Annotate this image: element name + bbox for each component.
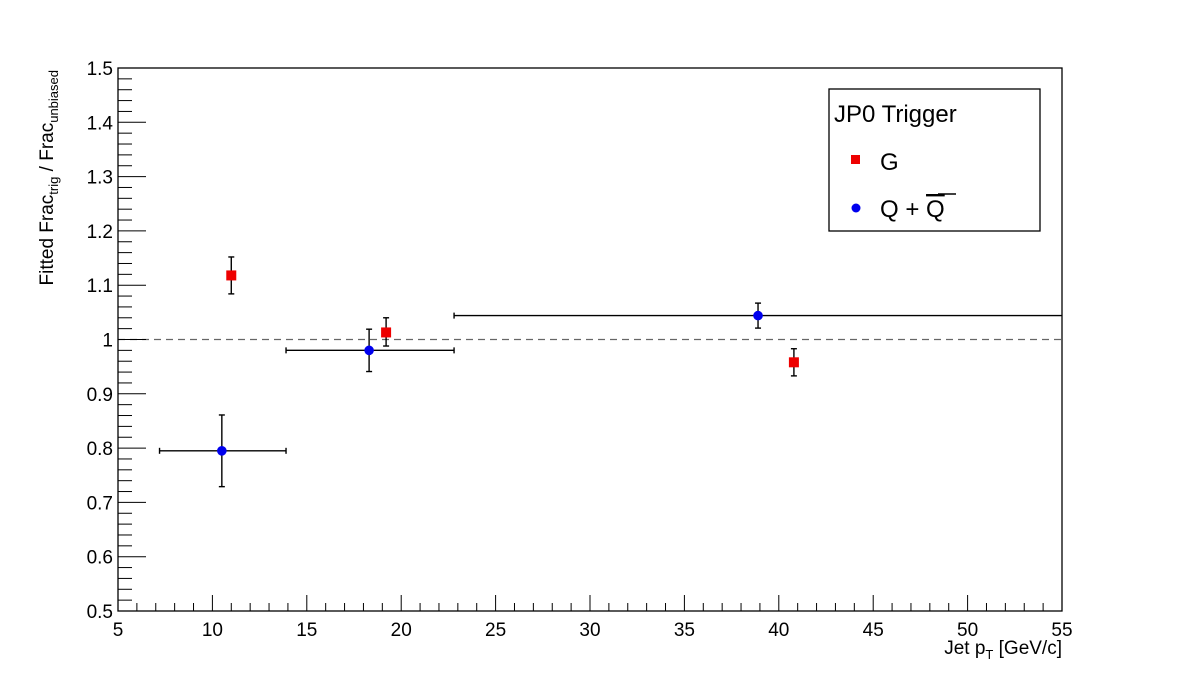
x-tick-label: 40 bbox=[768, 620, 789, 641]
data-point bbox=[453, 302, 1062, 329]
legend-title: JP0 Trigger bbox=[834, 101, 957, 128]
legend-box bbox=[828, 88, 1041, 232]
data-point bbox=[226, 256, 237, 295]
data-point bbox=[381, 317, 392, 347]
y-tick-label: 0.6 bbox=[87, 548, 113, 569]
legend: JP0 Trigger G Q + Q bbox=[828, 88, 1041, 232]
data-point bbox=[285, 328, 455, 373]
y-tick-label: 1.1 bbox=[87, 276, 113, 297]
y-axis-title: Fitted Fractrig / Fracunbiased bbox=[37, 70, 61, 286]
x-tick-label: 45 bbox=[863, 620, 884, 641]
x-tick-label: 20 bbox=[391, 620, 412, 641]
y-tick-label: 1.2 bbox=[87, 222, 113, 243]
marker-circle bbox=[217, 446, 227, 456]
legend-marker-g bbox=[851, 155, 860, 164]
x-tick-label: 55 bbox=[1051, 620, 1072, 641]
legend-marker-qqbar bbox=[851, 203, 861, 213]
marker-square bbox=[226, 270, 237, 281]
x-tick-label: 10 bbox=[202, 620, 223, 641]
legend-label-qbar: Q bbox=[926, 196, 945, 223]
y-tick-label: 0.9 bbox=[87, 385, 113, 406]
legend-label-g: G bbox=[880, 149, 899, 176]
data-marks bbox=[158, 256, 1062, 488]
x-tick-label: 25 bbox=[485, 620, 506, 641]
y-tick-label: 0.8 bbox=[87, 439, 113, 460]
x-axis-title: Jet pT [GeV/c] bbox=[944, 638, 1062, 662]
data-point bbox=[788, 348, 799, 377]
data-point bbox=[158, 414, 287, 488]
x-tick-label: 35 bbox=[674, 620, 695, 641]
y-tick-label: 0.7 bbox=[87, 493, 113, 514]
x-tick-label: 30 bbox=[579, 620, 600, 641]
legend-label-qqbar: Q + Q bbox=[880, 196, 945, 223]
y-tick-label: 1.3 bbox=[87, 168, 113, 189]
marker-circle bbox=[364, 345, 374, 356]
y-tick-label: 1.4 bbox=[87, 113, 114, 134]
y-tick-label: 0.5 bbox=[87, 602, 113, 623]
x-tick-label: 15 bbox=[296, 620, 317, 641]
axes: 5 10 15 20 25 30 35 40 45 50 55 0.5 0.6 0.7 0.8 0.9 1 1.1… bbox=[87, 59, 1073, 641]
marker-square bbox=[381, 327, 392, 338]
y-tick-label: 1.5 bbox=[87, 59, 113, 80]
marker-circle bbox=[753, 310, 763, 321]
marker-square bbox=[788, 357, 799, 368]
y-tick-label: 1 bbox=[102, 331, 113, 352]
x-tick-label: 50 bbox=[957, 620, 978, 641]
x-tick-label: 5 bbox=[113, 620, 124, 641]
